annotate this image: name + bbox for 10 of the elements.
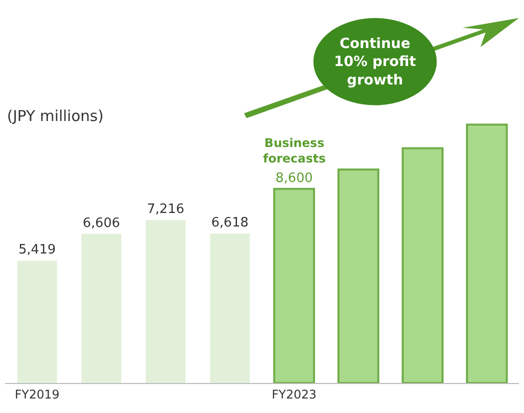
annotation: Business forecasts	[263, 136, 326, 166]
x-tick-label: FY2023	[272, 387, 317, 402]
data-label: 7,216	[147, 202, 184, 218]
text: Continue 10% profit growth	[334, 36, 416, 88]
x-tick-label: FY2019	[14, 387, 60, 402]
data-label: 5,419	[18, 242, 56, 258]
annotation: (JPY millions)	[7, 107, 104, 125]
data-label: 6,618	[211, 216, 248, 231]
data-label: 6,606	[82, 216, 120, 231]
data-label: 8,600	[276, 170, 313, 186]
